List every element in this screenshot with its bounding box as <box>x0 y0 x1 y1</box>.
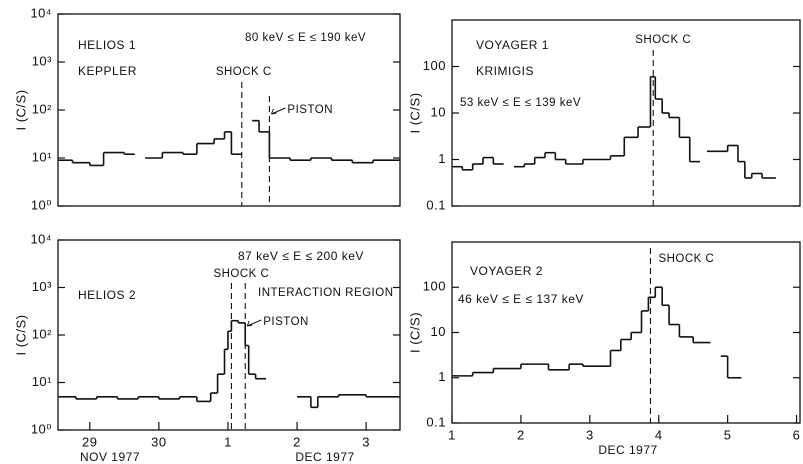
y-tick-label: 10¹ <box>32 149 52 164</box>
y-tick-label: 10¹ <box>32 374 52 389</box>
x-tick-label: 29 <box>82 434 97 449</box>
y-tick-label: 10⁴ <box>30 5 52 20</box>
y-tick-label: 0.1 <box>426 414 446 429</box>
panel-text: 53 keV ≤ E ≤ 139 keV <box>460 97 581 109</box>
x-tick-label: 5 <box>724 427 732 442</box>
y-tick-label: 100 <box>423 58 446 73</box>
y-tick-label: 10² <box>32 326 52 341</box>
panel-text: KRIMIGIS <box>476 64 534 78</box>
x-tick-label: 3 <box>362 434 370 449</box>
y-tick-label: 10² <box>32 101 52 116</box>
event-label: PISTON <box>263 316 309 328</box>
x-tick-label: 1 <box>448 427 456 442</box>
panel-text: VOYAGER 2 <box>470 264 543 278</box>
panel-text: 87 keV ≤ E ≤ 200 keV <box>238 249 364 263</box>
y-tick-label: 10 <box>431 324 446 339</box>
x-axis-label: DEC 1977 <box>598 443 657 457</box>
panel-text: 80 keV ≤ E ≤ 190 keV <box>245 32 366 44</box>
y-tick-label: 10 <box>431 104 446 119</box>
x-axis-label: DEC 1977 <box>295 450 354 464</box>
x-tick-label: 3 <box>586 427 594 442</box>
event-arrow <box>246 319 262 327</box>
x-axis-label: NOV 1977 <box>80 450 140 464</box>
event-arrow <box>270 107 286 115</box>
y-axis-label: I (C/S) <box>407 312 422 353</box>
panel-text: 46 keV ≤ E ≤ 137 keV <box>458 292 584 306</box>
y-tick-label: 10⁴ <box>30 231 52 246</box>
panel-text: HELIOS 1 <box>78 38 136 52</box>
y-tick-label: 10⁰ <box>31 421 52 436</box>
y-axis-label: I (C/S) <box>13 89 28 130</box>
panel-text: KEPPLER <box>78 64 137 78</box>
panel-text: VOYAGER 1 <box>476 38 549 52</box>
x-tick-label: 2 <box>517 427 525 442</box>
event-label: SHOCK C <box>213 268 269 280</box>
x-tick-label: 4 <box>655 427 663 442</box>
y-tick-label: 1 <box>438 369 446 384</box>
event-label: PISTON <box>287 104 333 116</box>
x-tick-label: 30 <box>151 434 166 449</box>
y-tick-label: 10³ <box>32 53 52 68</box>
x-tick-label: 1 <box>224 434 232 449</box>
y-axis-label: I (C/S) <box>13 314 28 355</box>
panel-text: HELIOS 2 <box>78 288 136 302</box>
y-tick-label: 10³ <box>32 279 52 294</box>
x-tick-label: 6 <box>793 427 801 442</box>
event-label: SHOCK C <box>635 34 691 46</box>
y-tick-label: 0.1 <box>426 197 446 212</box>
event-label: SHOCK C <box>658 253 714 265</box>
y-tick-label: 100 <box>423 279 446 294</box>
y-tick-label: 1 <box>438 151 446 166</box>
x-tick-label: 2 <box>293 434 301 449</box>
event-label: SHOCK C <box>216 66 272 78</box>
panel-text: INTERACTION REGION <box>258 287 394 299</box>
y-axis-label: I (C/S) <box>407 92 422 133</box>
y-tick-label: 10⁰ <box>31 197 52 212</box>
